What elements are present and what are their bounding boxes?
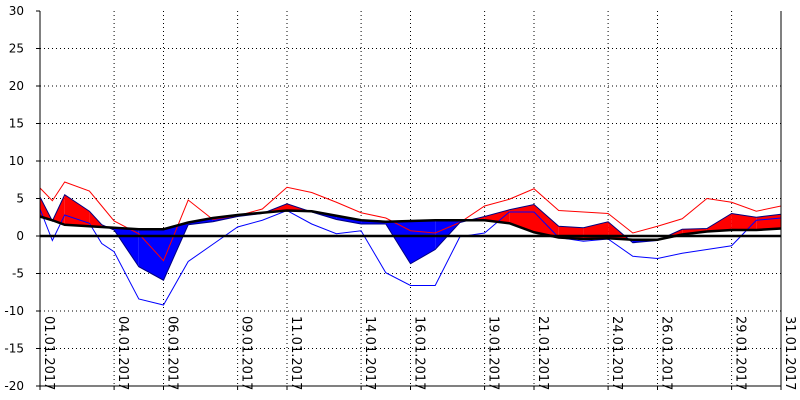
tick-labels: -20 -15 -10 -5 0 5 10 15 20 25 30 01.01.2017 04.01.2… [4, 4, 797, 393]
x-tick-label: 16.01.2017 [412, 316, 427, 390]
x-tick-label: 26.01.2017 [659, 316, 674, 390]
x-tick-label: 01.01.2017 [41, 316, 56, 390]
warm-area [64, 194, 90, 227]
cold-area [410, 220, 436, 264]
x-tick-label: 06.01.2017 [165, 316, 180, 390]
grid [40, 11, 781, 386]
x-tick-label: 04.01.2017 [115, 316, 130, 390]
y-tick-label: -15 [4, 342, 24, 356]
x-tick-label: 24.01.2017 [609, 316, 624, 390]
y-tick-label: -20 [4, 379, 24, 393]
x-tick-label: 09.01.2017 [239, 316, 254, 390]
x-tick-label: 19.01.2017 [486, 316, 501, 390]
y-tick-label: 30 [9, 4, 24, 18]
y-tick-label: 15 [9, 117, 24, 131]
y-tick-label: 5 [16, 192, 24, 206]
axes [36, 10, 782, 390]
x-tick-label: 11.01.2017 [288, 316, 303, 390]
series-actual-line [39, 194, 782, 281]
x-tick-label: 14.01.2017 [362, 316, 377, 390]
cold-area [138, 229, 164, 281]
y-tick-label: 20 [9, 79, 24, 93]
warm-area [706, 213, 732, 232]
y-tick-label: -5 [12, 267, 24, 281]
series-lines [39, 181, 782, 306]
x-tick-label: 31.01.2017 [782, 316, 797, 390]
y-tick-label: -10 [4, 304, 24, 318]
y-tick-label: 0 [16, 229, 24, 243]
series-max-line [39, 181, 782, 262]
y-tick-label: 10 [9, 154, 24, 168]
x-tick-label: 21.01.2017 [535, 316, 550, 390]
x-tick-label: 29.01.2017 [733, 316, 748, 390]
warm-area [731, 213, 757, 230]
series-mean-line [39, 209, 782, 241]
warm-area [583, 221, 609, 239]
warm-area [534, 204, 559, 238]
y-tick-label: 25 [9, 42, 24, 56]
series-min-line [39, 208, 782, 306]
